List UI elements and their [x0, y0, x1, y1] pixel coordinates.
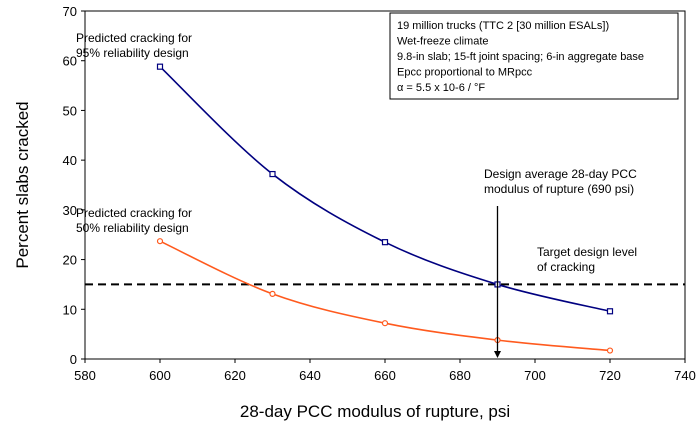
info-box-line: Wet-freeze climate — [397, 36, 489, 48]
y-tick-label: 60 — [63, 54, 77, 69]
y-tick-label: 20 — [63, 253, 77, 268]
annotation-50-reliability: 50% reliability design — [76, 221, 189, 235]
series-point-0 — [269, 170, 276, 178]
info-box-line: 9.8-in slab; 15-ft joint spacing; 6-in a… — [397, 51, 644, 63]
x-tick-label: 720 — [599, 368, 621, 383]
x-tick-label: 680 — [449, 368, 471, 383]
annotation-target-level: of cracking — [537, 260, 595, 274]
series-point-0 — [606, 308, 614, 315]
info-box-line: Epcc proportional to MRpcc — [397, 67, 533, 79]
design-mr-arrowhead — [494, 351, 501, 358]
y-tick-label: 30 — [63, 203, 77, 218]
series-point-1 — [269, 290, 276, 297]
series-line-0 — [159, 66, 611, 313]
x-tick-label: 740 — [674, 368, 696, 383]
annotation-95-reliability: Predicted cracking for — [76, 31, 192, 45]
annotation-95-reliability: 95% reliability design — [76, 46, 189, 60]
info-box-line: α = 5.5 x 10-6 / °F — [397, 82, 485, 94]
x-tick-label: 620 — [224, 368, 246, 383]
annotation-design-mr: Design average 28-day PCC — [484, 167, 637, 181]
annotation-design-mr: modulus of rupture (690 psi) — [484, 182, 634, 196]
series-point-1 — [156, 238, 164, 245]
annotation-target-level: Target design level — [537, 245, 637, 259]
y-tick-label: 10 — [63, 302, 77, 317]
y-tick-label: 50 — [63, 103, 77, 118]
x-tick-label: 700 — [524, 368, 546, 383]
info-box — [389, 12, 679, 100]
x-tick-label: 580 — [74, 368, 96, 383]
series-point-0 — [156, 63, 164, 70]
y-tick-label: 70 — [63, 4, 77, 19]
series-point-1 — [381, 320, 389, 327]
plot-area: 580 600 620 640 660 680 700 720 740 0 10 20 30 40 50 60… — [13, 4, 696, 421]
series-point-0 — [381, 239, 389, 246]
y-axis-title: Percent slabs cracked — [13, 101, 32, 268]
x-tick-label: 660 — [374, 368, 396, 383]
x-tick-label: 640 — [299, 368, 321, 383]
info-box-line: 19 million trucks (TTC 2 [30 million ESA… — [397, 20, 609, 32]
y-tick-label: 40 — [63, 153, 77, 168]
annotation-50-reliability: Predicted cracking for — [76, 206, 192, 220]
x-tick-label: 600 — [149, 368, 171, 383]
y-tick-label: 0 — [70, 352, 77, 367]
x-axis-title: 28-day PCC modulus of rupture, psi — [240, 402, 510, 421]
series-point-1 — [606, 347, 614, 354]
